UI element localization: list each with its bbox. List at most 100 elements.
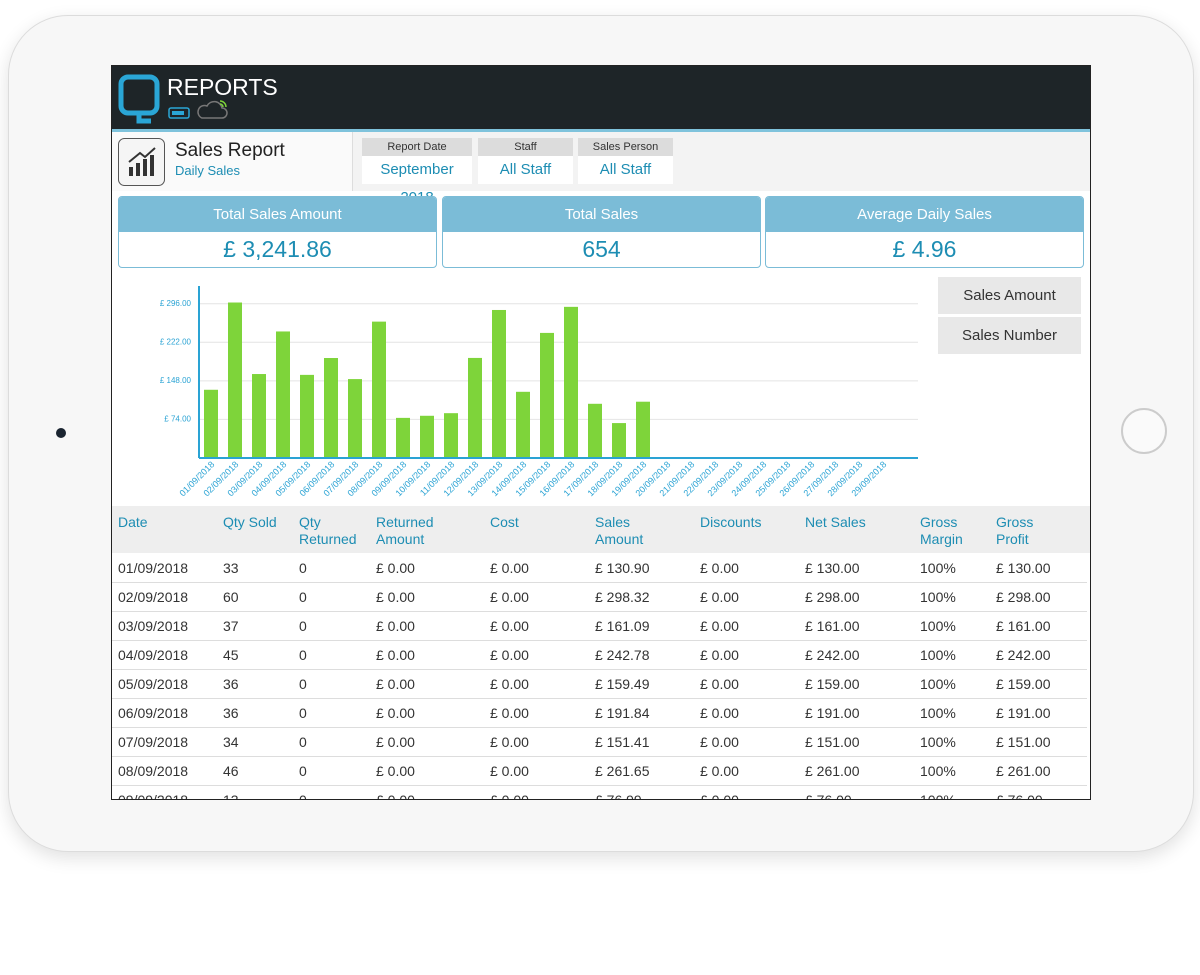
table-row: 01/09/2018 33 0 £ 0.00 £ 0.00 £ 130.90 £ 0.00 £… bbox=[112, 554, 1087, 583]
table-row: 08/09/2018 46 0 £ 0.00 £ 0.00 £ 261.65 £ 0.00 £… bbox=[112, 757, 1087, 786]
bar bbox=[324, 358, 338, 458]
y-tick-label: £ 296.00 bbox=[160, 299, 192, 308]
table-cell: £ 191.00 bbox=[805, 705, 860, 721]
table-cell: 0 bbox=[299, 560, 307, 576]
filter-value: All Staff bbox=[599, 161, 652, 178]
table-cell: 36 bbox=[223, 705, 239, 721]
filter-label: Report Date bbox=[362, 138, 472, 156]
table-cell: £ 261.00 bbox=[805, 763, 860, 779]
report-title: Sales Report bbox=[175, 140, 285, 161]
table-cell: 07/09/2018 bbox=[118, 734, 189, 750]
summary-label: Average Daily Sales bbox=[766, 197, 1083, 232]
table-cell: 0 bbox=[299, 705, 307, 721]
y-tick-label: £ 148.00 bbox=[160, 376, 192, 385]
chart-toggle[interactable]: Sales Amount bbox=[938, 277, 1081, 314]
column-header: Gross Margin bbox=[920, 514, 963, 547]
report-icon[interactable] bbox=[118, 138, 166, 187]
table-cell: 02/09/2018 bbox=[118, 589, 189, 605]
table-header: Date Qty Sold Qty Returned Returned Amount C… bbox=[112, 506, 1090, 553]
column-header: Qty Sold bbox=[223, 514, 277, 530]
table-cell: £ 151.41 bbox=[595, 734, 650, 750]
table-cell: £ 0.00 bbox=[376, 676, 415, 692]
table-cell: £ 0.00 bbox=[376, 589, 415, 605]
table-row: 04/09/2018 45 0 £ 0.00 £ 0.00 £ 242.78 £ 0.00 £… bbox=[112, 641, 1087, 670]
y-tick-label: £ 74.00 bbox=[164, 415, 191, 424]
table-cell: £ 191.00 bbox=[996, 705, 1051, 721]
table-cell: £ 76.99 bbox=[595, 792, 642, 800]
summary-value: 654 bbox=[582, 236, 621, 262]
table-cell: £ 261.65 bbox=[595, 763, 650, 779]
y-tick-label: £ 222.00 bbox=[160, 337, 192, 346]
table-cell: £ 298.32 bbox=[595, 589, 650, 605]
table-cell: 13 bbox=[223, 792, 239, 800]
table-cell: £ 0.00 bbox=[700, 676, 739, 692]
bar bbox=[204, 389, 218, 458]
summary-label: Total Sales Amount bbox=[119, 197, 436, 232]
table-cell: £ 0.00 bbox=[700, 560, 739, 576]
table-cell: 09/09/2018 bbox=[118, 792, 189, 800]
table-cell: 100% bbox=[920, 763, 956, 779]
table-cell: 100% bbox=[920, 792, 956, 800]
table-cell: £ 0.00 bbox=[700, 647, 739, 663]
bar bbox=[252, 374, 266, 458]
table-row: 07/09/2018 34 0 £ 0.00 £ 0.00 £ 151.41 £ 0.00 £… bbox=[112, 728, 1087, 757]
column-header: Discounts bbox=[700, 514, 762, 530]
home-button[interactable] bbox=[1121, 408, 1167, 454]
filter-label: Staff bbox=[478, 138, 573, 156]
table-cell: 05/09/2018 bbox=[118, 676, 189, 692]
table-row: 02/09/2018 60 0 £ 0.00 £ 0.00 £ 298.32 £ 0.00 £… bbox=[112, 583, 1087, 612]
table-cell: £ 0.00 bbox=[700, 618, 739, 634]
table-cell: 0 bbox=[299, 792, 307, 800]
table-cell: £ 0.00 bbox=[490, 705, 529, 721]
table-cell: 0 bbox=[299, 589, 307, 605]
table-cell: 45 bbox=[223, 647, 239, 663]
bar bbox=[396, 417, 410, 458]
filter[interactable]: Sales Person All Staff bbox=[578, 138, 673, 184]
filter-value: All Staff bbox=[499, 161, 552, 178]
table-cell: £ 0.00 bbox=[376, 560, 415, 576]
bar bbox=[228, 302, 242, 458]
table-row: 09/09/2018 13 0 £ 0.00 £ 0.00 £ 76.99 £ 0.00 £ … bbox=[112, 786, 1087, 800]
table-cell: 37 bbox=[223, 618, 239, 634]
table-cell: 34 bbox=[223, 734, 239, 750]
filter-value: September 2018 bbox=[380, 161, 454, 206]
bar bbox=[372, 321, 386, 458]
summary-card: Total Sales Amount £ 3,241.86 bbox=[118, 196, 437, 268]
table-cell: £ 159.00 bbox=[996, 676, 1051, 692]
logo-icons bbox=[118, 74, 228, 124]
table-cell: £ 0.00 bbox=[700, 792, 739, 800]
table-cell: 0 bbox=[299, 734, 307, 750]
table-cell: £ 242.78 bbox=[595, 647, 650, 663]
table-cell: £ 298.00 bbox=[996, 589, 1051, 605]
screen: REPORTS Sales Report Daily Sales Report … bbox=[111, 65, 1091, 800]
table-cell: £ 0.00 bbox=[376, 792, 415, 800]
table-row: 06/09/2018 36 0 £ 0.00 £ 0.00 £ 191.84 £ 0.00 £… bbox=[112, 699, 1087, 728]
table-cell: £ 159.49 bbox=[595, 676, 650, 692]
table-cell: £ 0.00 bbox=[376, 705, 415, 721]
bar bbox=[348, 379, 362, 458]
table-cell: £ 151.00 bbox=[805, 734, 860, 750]
column-header: Qty Returned bbox=[299, 514, 357, 547]
table-cell: £ 0.00 bbox=[700, 589, 739, 605]
filter[interactable]: Staff All Staff bbox=[478, 138, 573, 184]
table-cell: £ 0.00 bbox=[490, 560, 529, 576]
table-cell: 0 bbox=[299, 647, 307, 663]
bar bbox=[276, 331, 290, 458]
bar bbox=[564, 306, 578, 458]
bar bbox=[540, 332, 554, 458]
report-panel: Sales Report Daily Sales bbox=[112, 132, 353, 191]
table-cell: £ 0.00 bbox=[700, 763, 739, 779]
table-cell: £ 159.00 bbox=[805, 676, 860, 692]
table-cell: £ 130.00 bbox=[996, 560, 1051, 576]
table-cell: 06/09/2018 bbox=[118, 705, 189, 721]
table-cell: £ 0.00 bbox=[376, 618, 415, 634]
table-cell: 04/09/2018 bbox=[118, 647, 189, 663]
table-cell: £ 298.00 bbox=[805, 589, 860, 605]
camera bbox=[56, 428, 66, 438]
table-cell: 0 bbox=[299, 618, 307, 634]
table-cell: 03/09/2018 bbox=[118, 618, 189, 634]
chart-toggle[interactable]: Sales Number bbox=[938, 317, 1081, 354]
summary-card: Average Daily Sales £ 4.96 bbox=[765, 196, 1084, 268]
filter[interactable]: Report Date September 2018 bbox=[362, 138, 472, 206]
bar bbox=[420, 415, 434, 458]
